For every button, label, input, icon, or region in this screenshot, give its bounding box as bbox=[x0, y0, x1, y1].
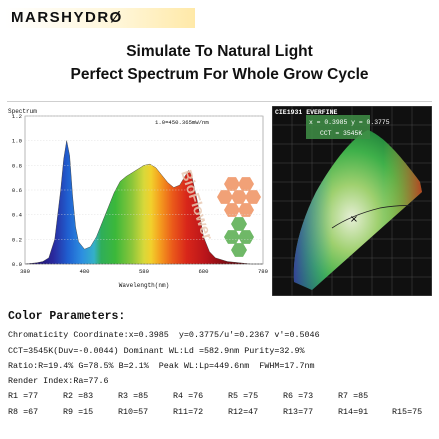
hexagon-decoration bbox=[217, 177, 261, 257]
spectrum-chart: 0.0 0.2 0.4 0.6 0.8 1.0 1.2 380 480 580 680 780 Sp… bbox=[8, 108, 269, 289]
hexagon bbox=[224, 230, 240, 244]
x-tick-label: 780 bbox=[258, 268, 269, 275]
cie-coordinate: x = 0.3985 y = 0.3775 bbox=[309, 119, 390, 126]
cie-chromaticity-diagram: × CIE1931 EVERFINE x = 0.3985 y = 0.3775… bbox=[272, 106, 432, 296]
x-axis-label: Wavelength(nm) bbox=[119, 282, 169, 289]
hexagon bbox=[224, 177, 240, 191]
planckian-locus bbox=[331, 205, 413, 229]
render-value: R5 =75 bbox=[228, 391, 259, 401]
render-value: R1 =77 bbox=[8, 391, 39, 401]
render-value: R6 =73 bbox=[283, 391, 314, 401]
cie-title: CIE1931 EVERFINE bbox=[275, 109, 338, 116]
render-value: R15=75 bbox=[392, 407, 423, 417]
parameters-title: Color Parameters: bbox=[8, 310, 126, 323]
headline-line-1: Simulate To Natural Light bbox=[126, 43, 313, 60]
divider bbox=[7, 101, 432, 102]
y-tick-label: 1.2 bbox=[12, 113, 22, 120]
render-value: R12=47 bbox=[228, 407, 259, 417]
cie-label-box bbox=[306, 115, 370, 139]
render-value: R14=91 bbox=[338, 407, 369, 417]
hexagon bbox=[238, 230, 254, 244]
y-axis-label: Spectrum bbox=[8, 108, 37, 115]
render-value: R3 =85 bbox=[118, 391, 149, 401]
render-value: R10=57 bbox=[118, 407, 149, 417]
render-value: R13=77 bbox=[283, 407, 314, 417]
y-tick-label: 0.4 bbox=[12, 212, 23, 219]
hexagon bbox=[217, 190, 233, 204]
hexagon bbox=[231, 243, 247, 257]
y-tick-label: 0.8 bbox=[12, 162, 22, 169]
hexagon bbox=[231, 217, 247, 231]
hexagon bbox=[224, 203, 240, 217]
y-tick-label: 0.0 bbox=[12, 261, 23, 268]
hexagon bbox=[245, 190, 261, 204]
spectrum-area bbox=[24, 140, 263, 265]
hexagon bbox=[238, 203, 254, 217]
cct-line: CCT=3545K(Duv=-0.0044) Dominant WL:Ld =5… bbox=[8, 346, 305, 356]
render-value: R4 =76 bbox=[173, 391, 204, 401]
hexagon bbox=[231, 190, 247, 204]
chromaticity-line: Chromaticity Coordinate:x=0.3985 y=0.377… bbox=[8, 330, 320, 340]
scale-annotation: 1.0=450.365mW/nm bbox=[155, 119, 209, 126]
cie-cct: CCT = 3545K bbox=[320, 130, 362, 137]
render-value: R2 =83 bbox=[63, 391, 94, 401]
render-index-line: Render Index:Ra=77.6 bbox=[8, 376, 109, 386]
x-tick-label: 680 bbox=[198, 268, 209, 275]
cie-gamut-edge bbox=[293, 130, 422, 290]
render-value: R9 =15 bbox=[63, 407, 94, 417]
y-tick-label: 0.6 bbox=[12, 187, 22, 194]
cie-point-marker: × bbox=[350, 214, 358, 225]
ratio-line: Ratio:R=19.4% G=78.5% B=2.1% Peak WL:Lp=… bbox=[8, 361, 315, 371]
hexagon bbox=[238, 177, 254, 191]
x-tick-label: 380 bbox=[20, 268, 31, 275]
x-tick-label: 580 bbox=[139, 268, 150, 275]
render-value: R7 =85 bbox=[338, 391, 369, 401]
x-tick-label: 480 bbox=[79, 268, 90, 275]
y-tick-label: 0.2 bbox=[12, 236, 22, 243]
headline-line-2: Perfect Spectrum For Whole Grow Cycle bbox=[70, 66, 369, 83]
y-tick-label: 1.0 bbox=[12, 138, 23, 145]
render-value: R11=72 bbox=[173, 407, 204, 417]
brand-logo: MARSHYDRØ bbox=[11, 9, 123, 26]
render-value: R8 =67 bbox=[8, 407, 39, 417]
brand-banner bbox=[5, 8, 195, 28]
